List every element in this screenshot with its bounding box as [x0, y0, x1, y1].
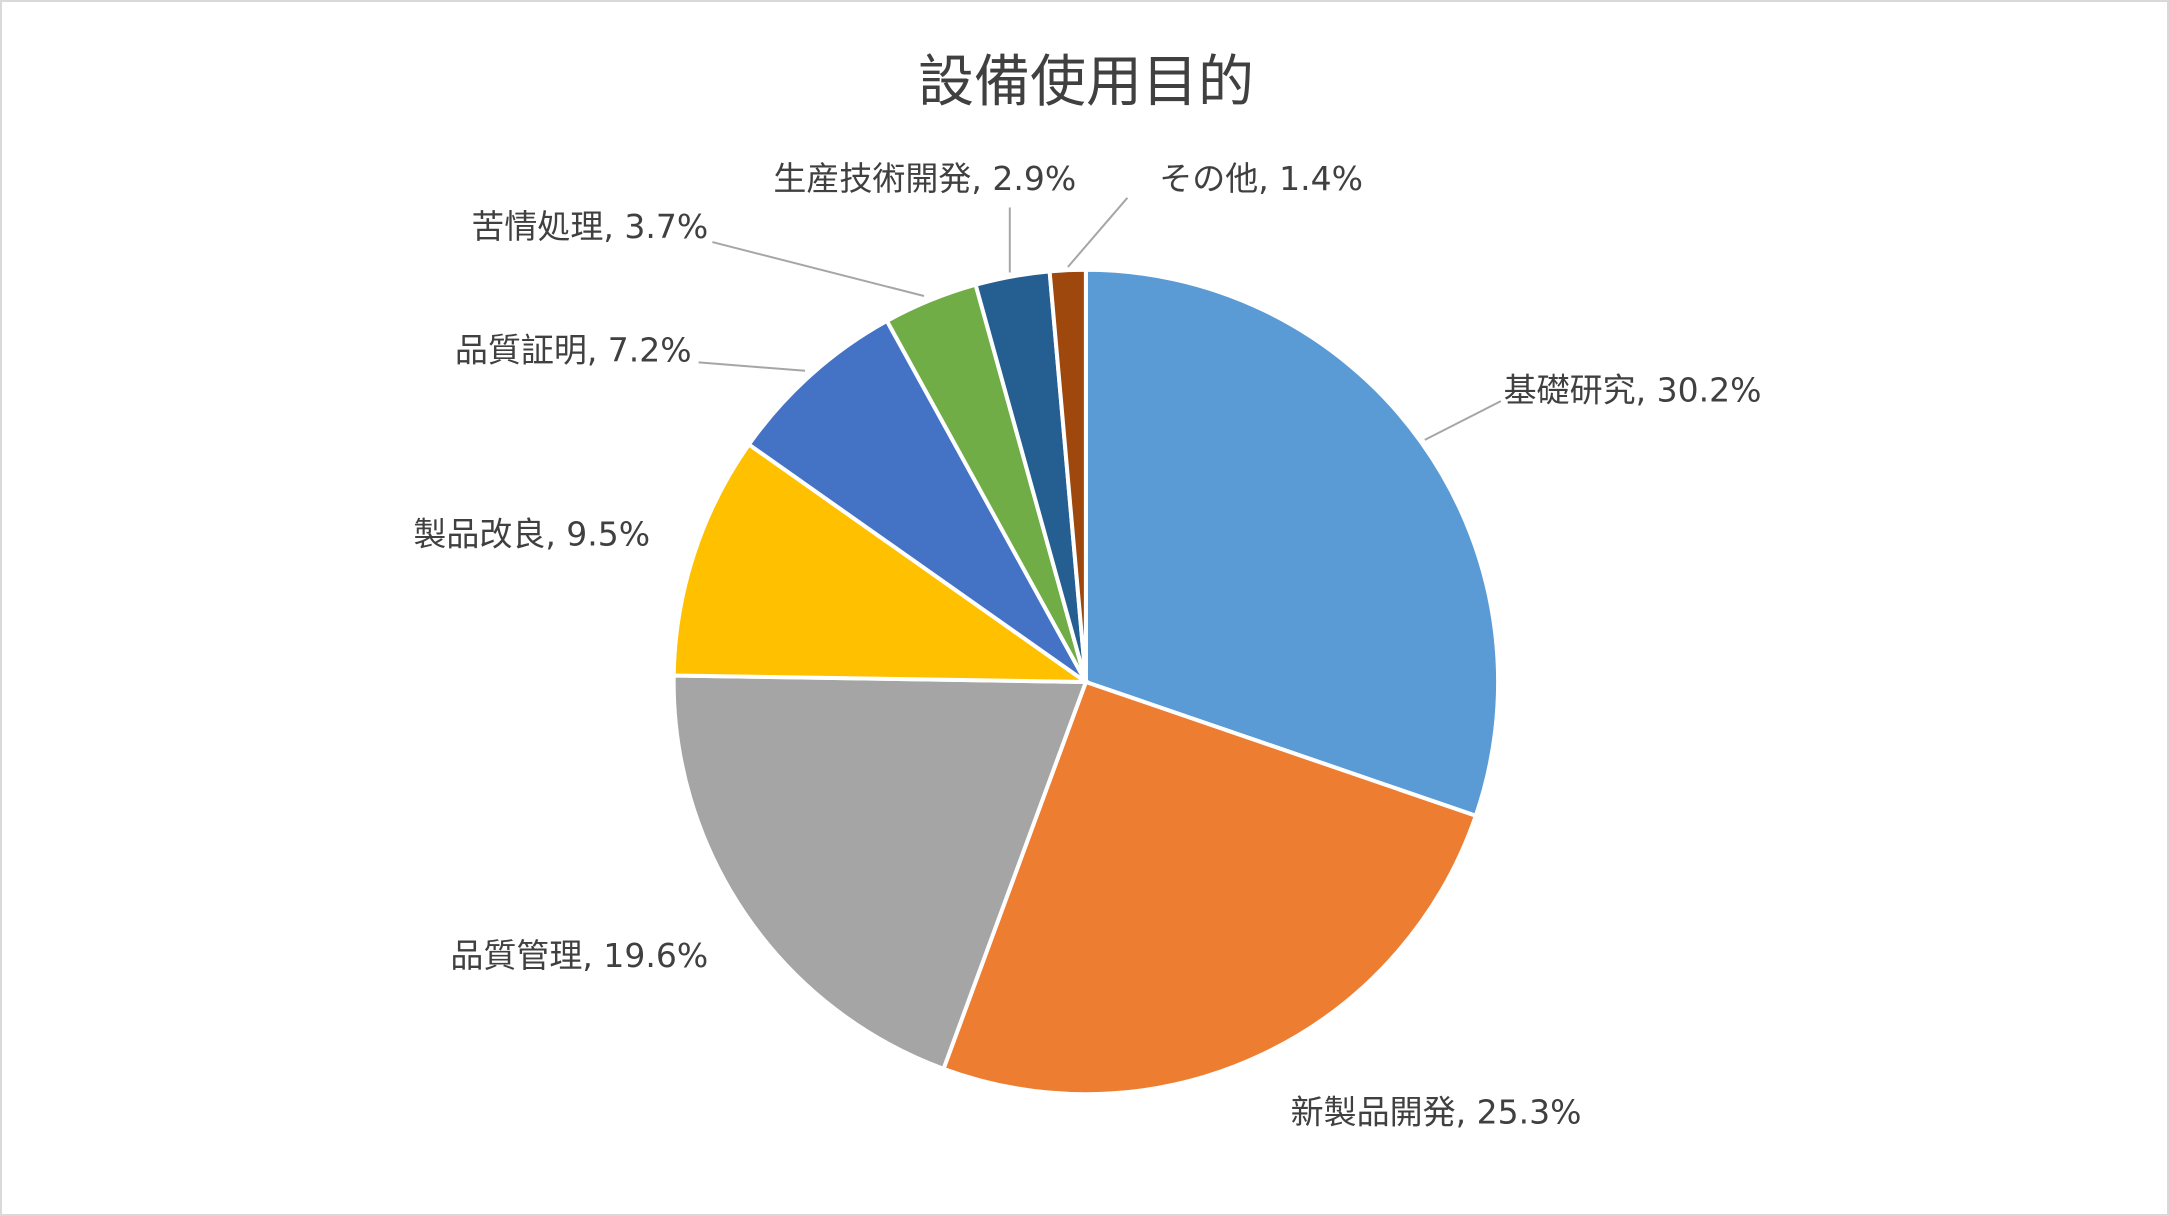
pie-slice — [671, 673, 1089, 1072]
label-value: 9.5% — [566, 514, 650, 553]
label-category: 品質管理 — [450, 936, 582, 975]
label-value: 7.2% — [608, 330, 692, 369]
pie-slice — [1047, 267, 1088, 683]
label-category: 製品改良 — [413, 514, 545, 553]
label-category: 生産技術開発 — [773, 158, 971, 197]
leader-line — [1067, 197, 1129, 268]
leader-line — [698, 361, 806, 372]
data-label: 生産技術開発, 2.9% — [773, 158, 1076, 197]
data-label: 品質証明, 7.2% — [455, 330, 692, 369]
leader-line — [712, 241, 925, 297]
label-value: 3.7% — [624, 207, 708, 246]
data-label: その他, 1.4% — [1159, 158, 1363, 197]
label-separator: , — [582, 936, 603, 975]
label-separator: , — [603, 207, 624, 246]
label-separator: , — [1258, 158, 1279, 197]
data-label: 品質管理, 19.6% — [450, 936, 708, 975]
label-value: 2.9% — [992, 158, 1076, 197]
label-value: 1.4% — [1279, 158, 1363, 197]
label-category: 基礎研究 — [1504, 370, 1636, 409]
label-category: 新製品開発 — [1291, 1092, 1456, 1131]
pie-slice — [671, 441, 1093, 685]
label-category: その他 — [1159, 158, 1258, 197]
data-label: 基礎研究, 30.2% — [1504, 370, 1762, 409]
label-separator: , — [971, 158, 992, 197]
label-separator: , — [587, 330, 608, 369]
label-separator: , — [1636, 370, 1657, 409]
pie-slice — [940, 679, 1479, 1097]
chart-title: 設備使用目的 — [918, 50, 1254, 115]
data-label: 製品改良, 9.5% — [413, 514, 650, 553]
label-separator: , — [1456, 1092, 1477, 1131]
data-label: 苦情処理, 3.7% — [471, 207, 708, 246]
label-value: 25.3% — [1477, 1092, 1582, 1131]
data-label: 新製品開発, 25.3% — [1291, 1092, 1582, 1131]
label-separator: , — [545, 514, 566, 553]
leader-line — [1424, 400, 1502, 441]
label-category: 品質証明 — [455, 330, 587, 369]
pie-slice — [746, 318, 1088, 684]
label-value: 30.2% — [1657, 370, 1762, 409]
label-value: 19.6% — [603, 936, 708, 975]
label-category: 苦情処理 — [471, 207, 603, 246]
pie-slice — [1083, 267, 1501, 819]
